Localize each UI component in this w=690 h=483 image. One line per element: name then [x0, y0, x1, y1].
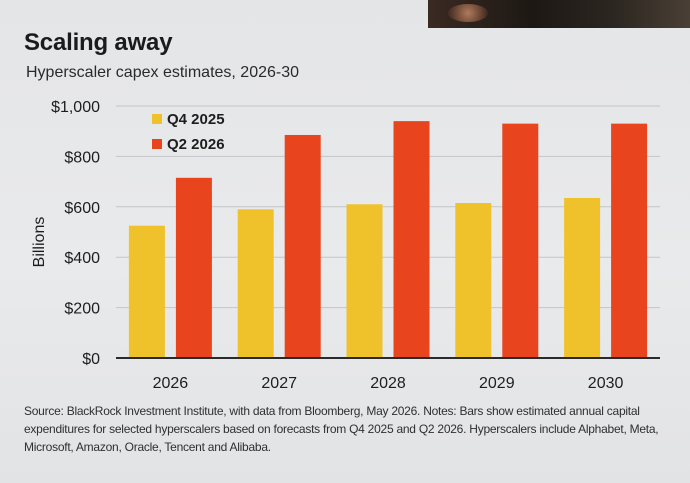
- source-note: Source: BlackRock Investment Institute, …: [24, 404, 659, 454]
- legend-label: Q2 2026: [167, 136, 225, 153]
- photo-sheen: [448, 4, 488, 22]
- bar: [237, 209, 274, 358]
- bars: [128, 121, 648, 359]
- photo-corner: [428, 0, 690, 28]
- bar: [564, 197, 601, 358]
- bar: [346, 204, 383, 358]
- bar: [284, 134, 321, 358]
- bar: [393, 121, 430, 359]
- capex-bar-chart: $0$200$400$600$800$1,000 Billions 2026 20…: [31, 99, 660, 392]
- chart-subtitle: Hyperscaler capex estimates, 2026-30: [26, 64, 300, 81]
- bar: [611, 123, 648, 358]
- y-tick-label: $800: [64, 149, 100, 166]
- legend-swatch: [152, 114, 162, 124]
- y-tick-label: $600: [64, 200, 100, 217]
- x-tick-label: 2028: [370, 375, 406, 392]
- x-tick-label: 2026: [153, 375, 189, 392]
- x-tick-label: 2030: [588, 375, 624, 392]
- y-tick-label: $200: [64, 301, 100, 318]
- legend: Q4 2025 Q2 2026: [152, 111, 225, 153]
- legend-swatch: [152, 139, 162, 149]
- y-axis-title: Billions: [31, 217, 48, 268]
- legend-label: Q4 2025: [167, 111, 225, 128]
- y-tick-label: $0: [82, 351, 100, 368]
- bar: [128, 225, 165, 358]
- bar: [455, 203, 492, 358]
- x-tick-labels: 2026 2027 2028 2029 2030: [153, 375, 624, 392]
- bar: [175, 177, 212, 358]
- y-tick-label: $400: [64, 250, 100, 267]
- y-tick-labels: $0 $200 $400 $600 $800 $1,000: [51, 99, 100, 368]
- bar: [502, 123, 539, 358]
- chart-title: Scaling away: [24, 29, 173, 56]
- x-tick-label: 2027: [261, 375, 297, 392]
- x-tick-label: 2029: [479, 375, 515, 392]
- y-tick-label: $1,000: [51, 99, 100, 116]
